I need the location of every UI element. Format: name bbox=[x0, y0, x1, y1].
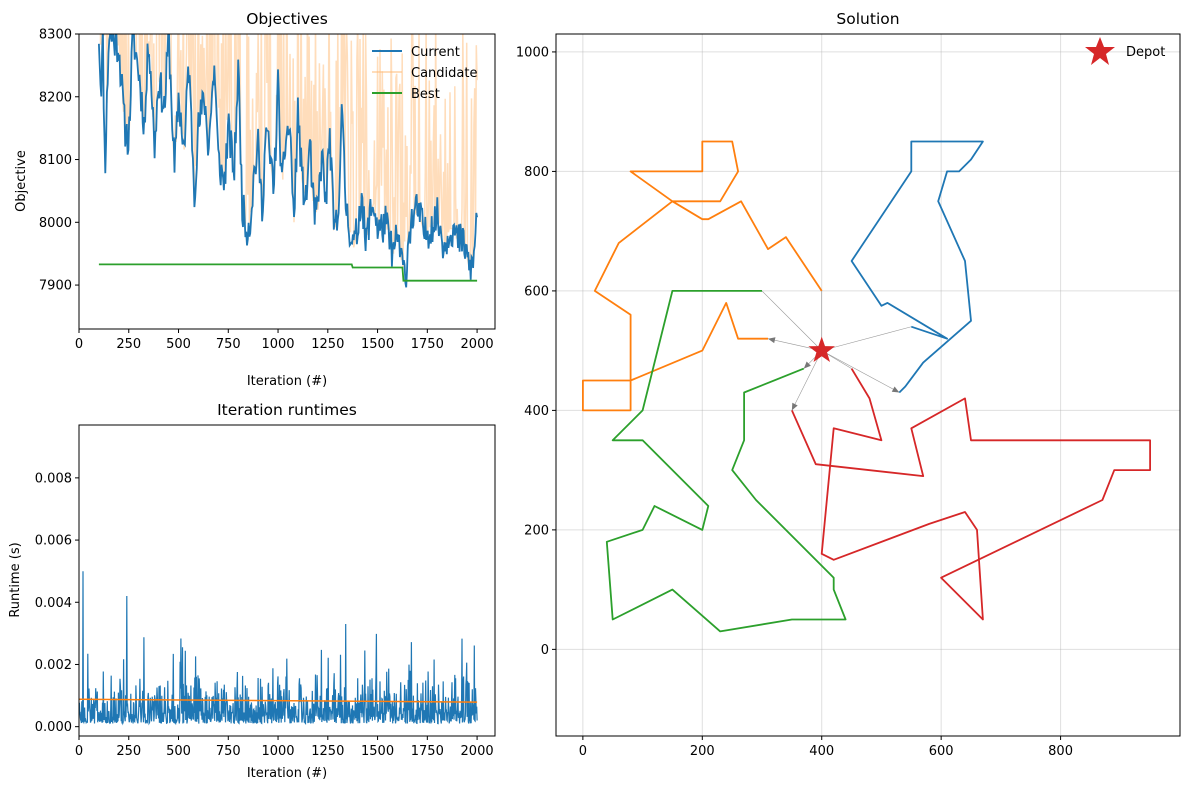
runtimes-xlabel: Iteration (#) bbox=[247, 766, 327, 781]
y-tick-label: 0.002 bbox=[35, 658, 72, 673]
x-tick-label: 800 bbox=[1048, 744, 1073, 759]
y-tick-label: 0 bbox=[541, 643, 549, 658]
legend-candidate-label: Candidate bbox=[411, 66, 477, 81]
x-tick-label: 500 bbox=[166, 337, 191, 352]
x-tick-label: 0 bbox=[75, 744, 83, 759]
y-tick-label: 0.008 bbox=[35, 471, 72, 486]
runtimes-title: Iteration runtimes bbox=[217, 401, 357, 419]
x-tick-label: 400 bbox=[809, 744, 834, 759]
solution-panel: Solution 0 200 400 600 800 0 200 400 600 800 1000… bbox=[516, 10, 1181, 759]
x-tick-label: 1000 bbox=[261, 744, 294, 759]
x-tick-label: 600 bbox=[929, 744, 954, 759]
y-tick-label: 800 bbox=[524, 165, 549, 180]
objectives-current-layer bbox=[98, 34, 478, 288]
y-tick-label: 0.006 bbox=[35, 534, 72, 549]
y-tick-label: 400 bbox=[524, 404, 549, 419]
y-tick-label: 600 bbox=[524, 284, 549, 299]
y-tick-label: 8300 bbox=[39, 28, 72, 43]
x-tick-label: 250 bbox=[116, 744, 141, 759]
runtimes-axes-frame bbox=[78, 424, 496, 737]
legend-best-label: Best bbox=[411, 87, 440, 102]
runtime-series-line bbox=[79, 571, 478, 726]
objectives-xlabel: Iteration (#) bbox=[247, 374, 327, 389]
solution-axes-frame bbox=[555, 33, 1181, 737]
solution-xticks: 0 200 400 600 800 bbox=[579, 736, 1073, 759]
objectives-title: Objectives bbox=[246, 10, 328, 28]
x-tick-label: 1500 bbox=[361, 744, 394, 759]
route-1-line bbox=[850, 140, 984, 394]
y-tick-label: 8000 bbox=[39, 216, 72, 231]
y-tick-label: 0.004 bbox=[35, 596, 72, 611]
y-tick-label: 8100 bbox=[39, 153, 72, 168]
legend-current-label: Current bbox=[411, 45, 460, 60]
route-2-line bbox=[582, 140, 823, 412]
x-tick-label: 1250 bbox=[311, 337, 344, 352]
objectives-panel: Objectives 0 250 500 750 1000 1250 1500 1750 200… bbox=[14, 10, 496, 389]
objectives-yticks: 7900 8000 8100 8200 8300 bbox=[39, 28, 79, 294]
x-tick-label: 1750 bbox=[411, 337, 444, 352]
x-tick-label: 1750 bbox=[411, 744, 444, 759]
solution-legend: Depot bbox=[1085, 37, 1165, 65]
depot-edge-arrowhead bbox=[803, 361, 811, 369]
runtimes-yticks: 0.000 0.002 0.004 0.006 0.008 bbox=[35, 471, 79, 735]
objectives-best-layer bbox=[98, 263, 478, 282]
objectives-ylabel: Objective bbox=[14, 150, 29, 212]
runtimes-panel: Iteration runtimes 0 250 500 750 1000 1250 150… bbox=[8, 401, 496, 781]
x-tick-label: 750 bbox=[216, 744, 241, 759]
y-tick-label: 1000 bbox=[516, 45, 549, 60]
route-4-line bbox=[791, 368, 1151, 621]
solution-title: Solution bbox=[836, 10, 899, 28]
best-series-line bbox=[98, 263, 478, 282]
x-tick-label: 1250 bbox=[311, 744, 344, 759]
depot-edge-arrowhead bbox=[791, 402, 798, 411]
depot-edge-arrowhead bbox=[767, 337, 776, 344]
depot-edge bbox=[821, 350, 900, 393]
x-tick-label: 0 bbox=[579, 744, 587, 759]
depot-marker bbox=[808, 336, 835, 362]
runtimes-xticks: 0 250 500 750 1000 1250 1500 1750 2000 bbox=[75, 736, 494, 759]
solution-depot-edges bbox=[761, 290, 912, 411]
y-tick-label: 7900 bbox=[39, 279, 72, 294]
y-tick-label: 200 bbox=[524, 523, 549, 538]
x-tick-label: 1500 bbox=[361, 337, 394, 352]
solution-yticks: 0 200 400 600 800 1000 bbox=[516, 45, 556, 658]
objectives-legend: Current Candidate Best bbox=[372, 45, 477, 102]
x-tick-label: 2000 bbox=[461, 337, 494, 352]
x-tick-label: 1000 bbox=[261, 337, 294, 352]
y-tick-label: 8200 bbox=[39, 90, 72, 105]
x-tick-label: 2000 bbox=[461, 744, 494, 759]
y-tick-label: 0.000 bbox=[35, 720, 72, 735]
legend-depot-label: Depot bbox=[1126, 45, 1165, 60]
x-tick-label: 250 bbox=[116, 337, 141, 352]
solution-depot-layer bbox=[808, 336, 835, 362]
depot-edge bbox=[821, 326, 912, 351]
runtimes-series-layer bbox=[79, 571, 478, 726]
depot-edge-arrowhead bbox=[891, 386, 900, 393]
objectives-axes-frame bbox=[78, 33, 496, 330]
runtimes-ylabel: Runtime (s) bbox=[8, 542, 23, 617]
route-3-line bbox=[605, 290, 847, 633]
x-tick-label: 0 bbox=[75, 337, 83, 352]
x-tick-label: 750 bbox=[216, 337, 241, 352]
legend-depot-marker bbox=[1085, 37, 1115, 65]
depot-edge bbox=[761, 290, 822, 351]
depot-edge bbox=[791, 350, 822, 411]
x-tick-label: 200 bbox=[690, 744, 715, 759]
solution-routes bbox=[582, 140, 1151, 633]
current-series-line bbox=[98, 34, 478, 288]
objectives-xticks: 0 250 500 750 1000 1250 1500 1750 2000 bbox=[75, 329, 494, 352]
runtime-trend-line bbox=[79, 698, 478, 703]
x-tick-label: 500 bbox=[166, 744, 191, 759]
